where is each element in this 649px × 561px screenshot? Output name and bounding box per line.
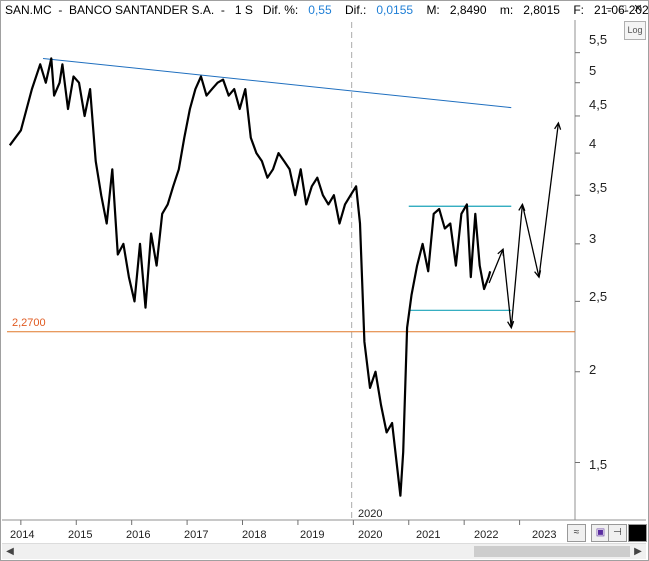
chart-title-bar: SAN.MC - BANCO SANTANDER S.A. - 1 S Dif.… <box>1 1 649 19</box>
x-tick-2014: 2014 <box>10 529 35 541</box>
date-label: F: <box>573 3 584 17</box>
dif-value: 0,0155 <box>376 3 414 17</box>
y-tick-5: 5 <box>589 63 597 78</box>
dif-label: Dif.: <box>345 3 367 17</box>
y-tick-2: 2 <box>589 362 597 377</box>
x-tick-2015: 2015 <box>68 529 93 541</box>
scroll-left-icon[interactable]: ◀ <box>6 546 14 557</box>
y-tick-1-5: 1,5 <box>589 457 608 472</box>
projection-arrowhead <box>497 247 505 257</box>
minimize-button[interactable]: − <box>605 3 613 15</box>
min-label: m: <box>499 3 514 17</box>
x-tick-2019: 2019 <box>300 529 325 541</box>
dif-pct-label: Dif. %: <box>262 3 299 17</box>
scroll-right-icon[interactable]: ▶ <box>634 546 642 557</box>
x-tick-2016: 2016 <box>126 529 151 541</box>
x-tick-2023: 2023 <box>532 529 557 541</box>
horizontal-scrollbar[interactable]: ◀ ▶ <box>2 543 646 559</box>
color-swatch-icon[interactable] <box>628 524 647 542</box>
x-tick-2017: 2017 <box>184 529 209 541</box>
date-value: 21-06-2022 <box>594 3 649 17</box>
support-level-label: 2,2700 <box>12 317 46 329</box>
projection-arrowhead <box>518 202 526 212</box>
projection-arrowhead <box>507 320 515 330</box>
timeframe: 1 S <box>234 3 253 17</box>
x-tick-2022: 2022 <box>474 529 499 541</box>
projection-arrowhead <box>534 270 542 279</box>
max-label: M: <box>426 3 440 17</box>
save-icon[interactable]: ▣ <box>591 524 610 542</box>
maximize-button[interactable]: □ <box>619 3 627 15</box>
close-button[interactable]: ✕ <box>633 3 643 15</box>
y-tick-4: 4 <box>589 136 597 151</box>
pin-icon[interactable]: ⊣ <box>608 524 627 542</box>
x-tick-2020: 2020 <box>358 529 383 541</box>
security-name: BANCO SANTANDER S.A. <box>69 3 215 17</box>
symbol-code: SAN.MC <box>5 3 52 17</box>
dif-pct-value: 0,55 <box>308 3 332 17</box>
y-tick-5-5: 5,5 <box>589 32 608 47</box>
projection-arrowhead <box>554 121 562 130</box>
y-tick-3: 3 <box>589 231 597 246</box>
y-tick-2-5: 2,5 <box>589 289 608 304</box>
x-tick-2021: 2021 <box>416 529 441 541</box>
min-value: 2,8015 <box>523 3 560 17</box>
price-series-line <box>8 57 492 497</box>
x-tick-2018: 2018 <box>242 529 267 541</box>
scroll-thumb[interactable] <box>474 546 630 557</box>
wave-icon[interactable]: ≈ <box>567 524 586 542</box>
year-marker-label: 2020 <box>358 508 383 520</box>
projection-line <box>488 122 560 328</box>
resistance-trendline <box>42 57 512 109</box>
max-value: 2,8490 <box>449 3 487 17</box>
y-tick-3-5: 3,5 <box>589 180 608 195</box>
log-scale-button[interactable]: Log <box>624 21 646 40</box>
y-tick-4-5: 4,5 <box>589 97 608 112</box>
